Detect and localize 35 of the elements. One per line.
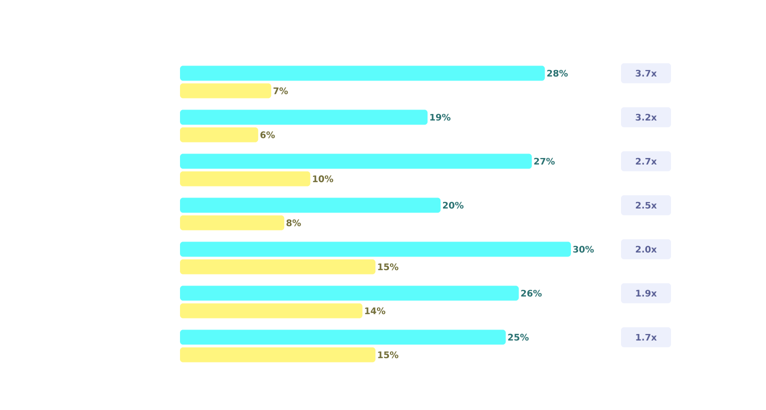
data-label: 26% <box>521 290 542 297</box>
bar <box>180 215 284 230</box>
bar <box>180 347 376 362</box>
data-label: 14% <box>365 307 386 314</box>
data-label: 27% <box>534 158 555 165</box>
text: 1.7x <box>636 334 657 340</box>
bar <box>180 171 310 186</box>
data-label: 28% <box>547 70 568 77</box>
bar <box>180 198 441 213</box>
data-label: 15% <box>378 263 398 270</box>
data-label: 15% <box>378 351 398 358</box>
text: 2.5x <box>636 202 657 209</box>
bar <box>180 259 376 274</box>
text: 2.0x <box>636 246 657 253</box>
bar <box>180 330 506 345</box>
bar <box>180 286 519 301</box>
data-label: 20% <box>443 202 464 209</box>
data-label: 30% <box>573 246 594 253</box>
text: 2.7x <box>636 158 657 165</box>
data-label: 6% <box>260 131 275 138</box>
text: 1.9x <box>636 290 657 297</box>
text: 3.2x <box>636 114 657 121</box>
data-label: 7% <box>274 87 288 94</box>
bar <box>180 154 532 169</box>
data-label: 25% <box>508 334 529 341</box>
data-label: 10% <box>313 175 334 182</box>
bar <box>180 83 272 98</box>
text: 3.7x <box>636 70 657 77</box>
bar <box>180 303 362 318</box>
bar <box>180 110 428 125</box>
bar <box>180 242 571 257</box>
data-label: 8% <box>286 219 301 226</box>
data-label: 19% <box>430 114 450 121</box>
bar <box>180 66 545 81</box>
bar <box>180 127 258 142</box>
